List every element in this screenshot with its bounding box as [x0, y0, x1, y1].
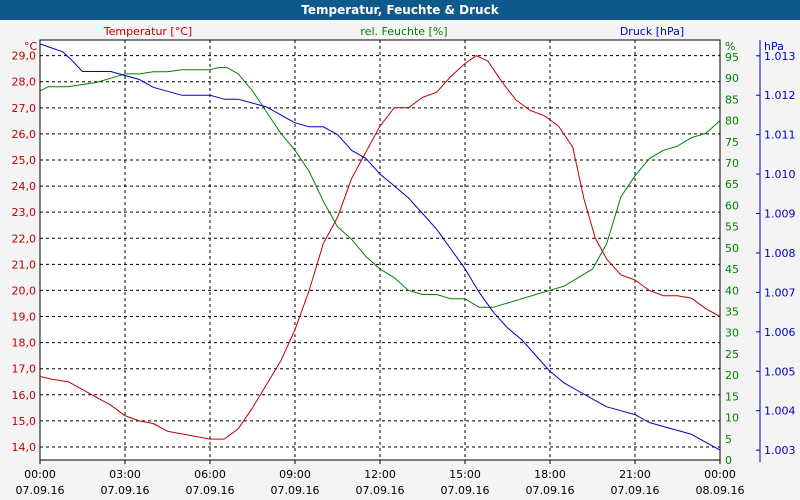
humidity-tick-label: 35 — [725, 306, 739, 319]
pressure-axis-label: Druck [hPa] — [620, 25, 684, 38]
pressure-tick-label: 1.013 — [764, 50, 796, 63]
x-tick-time: 18:00 — [534, 468, 566, 481]
humidity-tick-label: 15 — [725, 390, 739, 403]
humidity-tick-label: 5 — [725, 433, 732, 446]
x-tick-time: 03:00 — [109, 468, 141, 481]
temperature-tick-label: 20,0 — [12, 284, 37, 297]
x-tick-date: 07.09.16 — [271, 484, 320, 497]
temperature-tick-label: 15,0 — [12, 415, 37, 428]
temperature-tick-label: 29,0 — [12, 50, 37, 63]
pressure-tick-label: 1.004 — [764, 405, 796, 418]
humidity-tick-label: 10 — [725, 412, 739, 425]
temperature-tick-label: 22,0 — [12, 232, 37, 245]
x-tick-date: 07.09.16 — [356, 484, 405, 497]
humidity-unit-label: % — [725, 40, 735, 53]
humidity-tick-label: 40 — [725, 284, 739, 297]
temperature-tick-label: 17,0 — [12, 363, 37, 376]
humidity-axis-label: rel. Feuchte [%] — [360, 25, 447, 38]
humidity-tick-label: 65 — [725, 178, 739, 191]
temperature-line — [39, 55, 721, 440]
x-tick-date: 07.09.16 — [611, 484, 660, 497]
humidity-tick-label: 55 — [725, 221, 739, 234]
grid-lines — [40, 40, 720, 460]
x-tick-time: 06:00 — [194, 468, 226, 481]
x-tick-time: 00:00 — [704, 468, 736, 481]
pressure-tick-label: 1.006 — [764, 326, 796, 339]
temperature-tick-label: 23,0 — [12, 206, 37, 219]
humidity-tick-label: 20 — [725, 369, 739, 382]
humidity-tick-label: 60 — [725, 199, 739, 212]
pressure-tick-label: 1.010 — [764, 168, 796, 181]
humidity-tick-label: 75 — [725, 136, 739, 149]
humidity-tick-label: 45 — [725, 263, 739, 276]
temperature-tick-label: 26,0 — [12, 128, 37, 141]
humidity-tick-label: 0 — [725, 454, 732, 467]
pressure-line — [39, 43, 721, 451]
x-tick-date: 07.09.16 — [186, 484, 235, 497]
temperature-axis-label: Temperatur [°C] — [103, 25, 192, 38]
temperature-tick-label: 27,0 — [12, 102, 37, 115]
temperature-ticks: 14,0 15,0 16,0 17,0 18,0 19,0 20,0 21,0 22,0 23,0… — [12, 50, 37, 454]
x-tick-date: 07.09.16 — [441, 484, 490, 497]
temperature-tick-label: 18,0 — [12, 337, 37, 350]
x-tick-time: 09:00 — [279, 468, 311, 481]
pressure-tick-label: 1.009 — [764, 208, 796, 221]
pressure-tick-label: 1.005 — [764, 365, 796, 378]
humidity-tick-label: 50 — [725, 242, 739, 255]
x-axis-ticks: 00:00 07.09.16 03:00 07.09.16 06:00 07.09.16 0… — [16, 460, 745, 497]
pressure-tick-label: 1.007 — [764, 286, 796, 299]
x-tick-time: 00:00 — [24, 468, 56, 481]
temperature-tick-label: 21,0 — [12, 258, 37, 271]
humidity-tick-label: 70 — [725, 157, 739, 170]
x-tick-date: 08.09.16 — [696, 484, 745, 497]
humidity-tick-label: 95 — [725, 51, 739, 64]
x-tick-date: 07.09.16 — [101, 484, 150, 497]
x-tick-time: 12:00 — [364, 468, 396, 481]
pressure-tick-label: 1.012 — [764, 89, 796, 102]
humidity-tick-label: 85 — [725, 93, 739, 106]
pressure-unit-label: hPa — [764, 40, 784, 53]
x-tick-date: 07.09.16 — [526, 484, 575, 497]
temperature-tick-label: 28,0 — [12, 76, 37, 89]
x-tick-date: 07.09.16 — [16, 484, 65, 497]
humidity-tick-label: 25 — [725, 348, 739, 361]
temperature-tick-label: 16,0 — [12, 389, 37, 402]
humidity-tick-label: 30 — [725, 327, 739, 340]
window-title: Temperatur, Feuchte & Druck — [0, 0, 800, 20]
pressure-tick-label: 1.008 — [764, 247, 796, 260]
humidity-ticks: 0 5 10 15 20 25 30 35 40 45 50 55 60 65 70 75 80 85 90 95 — [725, 51, 739, 467]
temperature-tick-label: 24,0 — [12, 180, 37, 193]
humidity-tick-label: 90 — [725, 72, 739, 85]
humidity-line — [39, 67, 721, 308]
x-tick-time: 15:00 — [449, 468, 481, 481]
x-tick-time: 21:00 — [619, 468, 651, 481]
pressure-tick-label: 1.003 — [764, 444, 796, 457]
series-layer — [39, 43, 721, 451]
temperature-tick-label: 19,0 — [12, 311, 37, 324]
temperature-tick-label: 14,0 — [12, 441, 37, 454]
temperature-unit-label: °C — [24, 40, 38, 53]
humidity-tick-label: 80 — [725, 115, 739, 128]
temperature-tick-label: 25,0 — [12, 154, 37, 167]
pressure-tick-label: 1.011 — [764, 129, 796, 142]
pressure-ticks: 1.003 1.004 1.005 1.006 1.007 1.008 1.009 1.010… — [756, 50, 796, 457]
